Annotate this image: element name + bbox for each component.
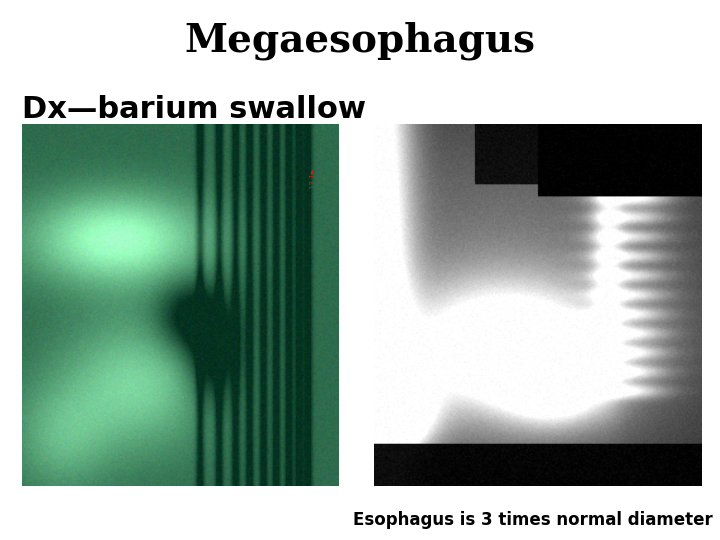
Text: Esophagus is 3 times normal diameter: Esophagus is 3 times normal diameter <box>353 511 713 529</box>
Text: Megaesophagus: Megaesophagus <box>184 22 536 60</box>
Text: Dx—barium swallow: Dx—barium swallow <box>22 94 366 124</box>
Text: 17 1►: 17 1► <box>310 167 316 189</box>
